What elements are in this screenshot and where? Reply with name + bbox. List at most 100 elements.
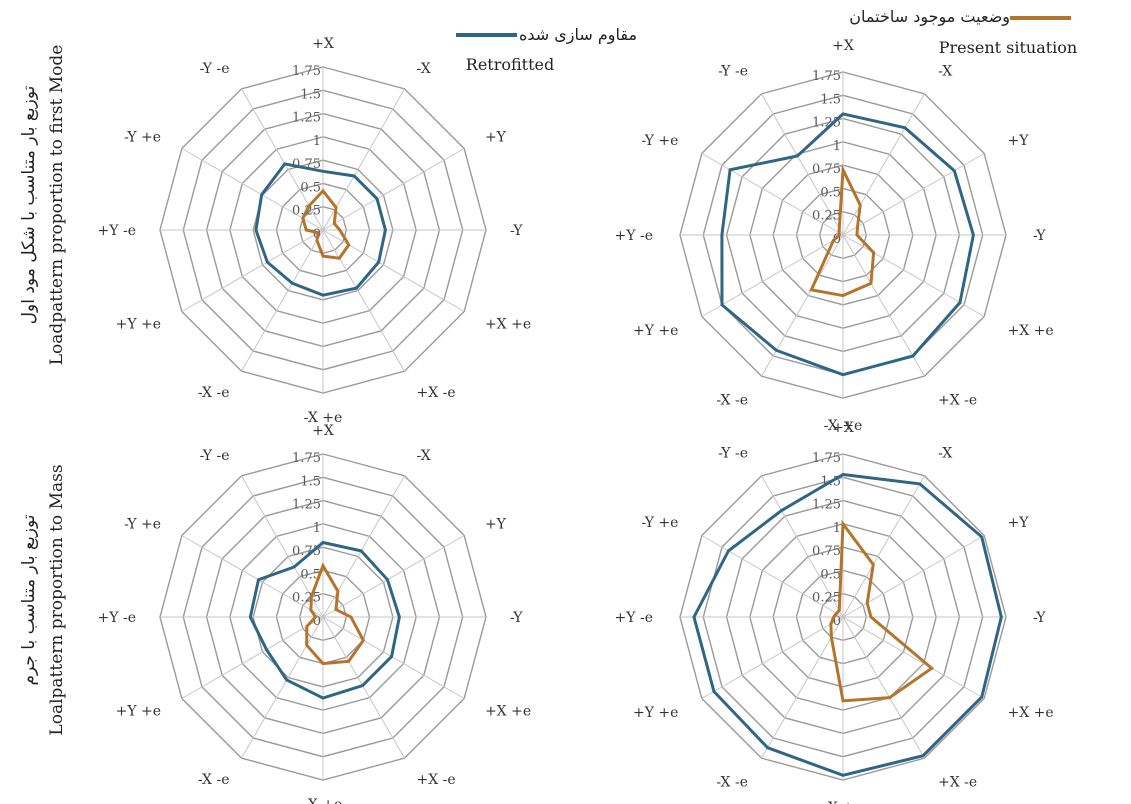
tick-label: 1 [833,521,841,536]
axis-label: +Y -e [615,610,653,626]
grid-spoke [842,234,925,377]
grid-spoke [761,93,844,236]
axis-label: -Y +e [642,515,679,531]
grid-spoke [842,153,985,236]
axis-label: +X -e [417,385,456,401]
axis-label: -Y +e [642,133,679,149]
tick-label: 0.5 [820,567,841,582]
legend: وضعیت موجود ساختمان Present situation مق… [456,7,1077,74]
grid-spoke [761,475,844,618]
row-label-bottom-en: Loalpattern proportion to Mass [47,464,67,735]
axis-label: +X +e [1008,705,1054,721]
axis-label: -X [938,63,952,79]
grid-spoke [181,229,324,312]
grid-spoke [701,535,844,618]
row-label-top: توزیع بار متناسب با شکل مود اول Loadpatt… [19,45,67,366]
tick-label: 0.75 [812,162,841,177]
tick-label: 0.5 [300,567,321,582]
series-line-present-situation [301,188,351,260]
tick-label: 0.25 [812,209,841,224]
grid-spoke [761,234,844,377]
axis-label: -Y [1033,228,1046,244]
axis-label: +Y +e [633,705,678,721]
tick-label: 1.5 [300,87,321,102]
legend-label-retrofitted-en: Retrofitted [466,55,554,74]
tick-label: 1.25 [292,111,321,126]
grid-spoke [322,535,465,618]
tick-label: 0.25 [292,591,321,606]
grid-spoke [322,229,405,372]
series-line-retrofitted [692,472,1003,777]
axis-label: -X -e [198,385,230,401]
axis-label: -X +e [304,797,343,804]
axis-label: +Y -e [98,223,136,239]
axis-label: +Y [485,517,507,533]
axis-label: -Y +e [124,130,161,146]
axis-label: -X -e [198,772,230,788]
legend-label-retrofitted-fa: مقاوم سازی شده [519,25,637,45]
grid-spoke [842,616,925,759]
grid-spoke [701,616,844,699]
row-label-bottom-fa: توزیع بار متناسب با جرم [19,514,39,685]
series-line-retrofitted [248,540,401,700]
axis-label: -Y [510,610,523,626]
grid-spoke [842,475,925,618]
tick-label: 0 [833,614,841,629]
tick-label: 0.25 [812,591,841,606]
axis-label: +Y [485,130,507,146]
axis-label: -Y -e [200,448,230,464]
axis-label: +X [312,36,334,52]
series-line-present-situation [829,519,935,703]
radar-chart-top-right: 0 0.25 0.5 0.75 1 1.25 1.5 1.75 +X -X +Y -Y +X +e +X … [615,38,1054,434]
grid-spoke [181,535,324,618]
axis-label: -Y [1033,610,1046,626]
tick-label: 1.5 [820,92,841,107]
grid-spoke [322,616,465,699]
axis-label: -Y [510,223,523,239]
tick-label: 0.5 [300,180,321,195]
axis-label: -X -e [716,775,748,791]
grid-spoke [241,475,324,618]
axis-label: -X [417,448,431,464]
row-label-top-fa: توزیع بار متناسب با شکل مود اول [19,85,39,324]
tick-label: 0.75 [292,544,321,559]
tick-label: 0 [313,614,321,629]
series-line-present-situation [809,164,876,298]
series-line-retrofitted [254,162,387,297]
grid-spoke [322,616,405,759]
axis-label: -X -e [716,393,748,409]
tick-label: 0.75 [812,544,841,559]
axis-label: +X [832,420,854,436]
series-line-retrofitted [720,112,975,377]
radar-chart-bottom-left: 0 0.25 0.5 0.75 1 1.25 1.5 1.75 +X -X +Y -Y +X +e +X … [98,423,532,804]
axis-label: +Y +e [116,317,161,333]
axis-label: +X [832,38,854,54]
grid-spoke [322,148,465,231]
series-line-present-situation [305,562,366,666]
axis-label: +X -e [417,772,456,788]
tick-label: 0 [833,232,841,247]
tick-label: 1.25 [812,498,841,513]
axis-label: -Y -e [718,445,748,461]
tick-label: 1.75 [292,64,321,79]
grid-spoke [701,153,844,236]
tick-label: 1.75 [812,69,841,84]
axis-label: +X -e [938,393,977,409]
axis-label: +Y +e [633,323,678,339]
grid-spoke [761,616,844,759]
grid-spoke [701,234,844,317]
axis-label: +X +e [485,317,531,333]
tick-label: 1.25 [812,116,841,131]
tick-label: 1 [833,139,841,154]
charts-layer: 0 0.25 0.5 0.75 1 1.25 1.5 1.75 +X -X +Y -Y +X +e +X … [98,36,1054,804]
grid-spoke [181,148,324,231]
row-label-bottom: توزیع بار متناسب با جرم Loalpattern prop… [19,464,67,735]
grid-spoke [241,616,324,759]
axis-label: +Y -e [615,228,653,244]
axis-label: -X +e [304,410,343,426]
axis-label: -X [417,61,431,77]
axis-label: +X [312,423,334,439]
axis-label: -Y +e [124,517,161,533]
grid-spoke [181,616,324,699]
